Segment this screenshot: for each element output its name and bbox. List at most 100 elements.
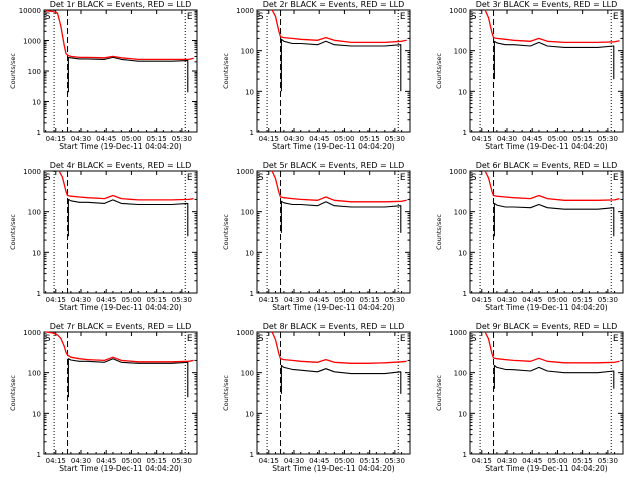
y-axis-label: Counts/sec	[9, 375, 17, 411]
end-marker: E	[187, 12, 193, 22]
y-tick-label: 100	[241, 209, 254, 217]
y-tick-label: 1	[37, 451, 41, 459]
y-axis-label: Counts/sec	[9, 214, 17, 250]
x-tick-label: 04:45	[309, 457, 329, 465]
events-series-line	[67, 198, 189, 237]
x-tick-label: 05:15	[147, 296, 167, 304]
y-tick-label: 1000	[23, 168, 41, 176]
y-tick-label: 10	[245, 249, 254, 257]
x-tick-label: 04:15	[259, 135, 279, 143]
start-marker: S	[258, 334, 264, 344]
x-tick-label: 04:15	[46, 457, 66, 465]
y-tick-label: 1	[463, 129, 467, 137]
y-tick-label: 10000	[19, 7, 41, 15]
x-tick-label: 05:00	[547, 296, 567, 304]
panel-title: Det 9r BLACK = Events, RED = LLD	[476, 322, 618, 331]
plot-frame	[469, 331, 624, 455]
x-axis-label: Start Time (19-Dec-11 04:04:20)	[59, 464, 181, 473]
x-tick-label: 05:00	[121, 135, 141, 143]
y-axis-label: Counts/sec	[435, 375, 443, 411]
x-tick-label: 05:30	[598, 457, 618, 465]
y-tick-label: 1000	[23, 329, 41, 337]
x-tick-label: 05:15	[147, 135, 167, 143]
y-tick-label: 100	[28, 68, 41, 76]
x-axis-label: Start Time (19-Dec-11 04:04:20)	[59, 142, 181, 151]
end-marker: E	[187, 334, 193, 344]
x-tick-label: 05:30	[385, 457, 405, 465]
panel-title: Det 5r BLACK = Events, RED = LLD	[263, 161, 405, 170]
y-tick-label: 100	[28, 209, 41, 217]
y-tick-label: 100	[241, 370, 254, 378]
y-tick-label: 100	[454, 209, 467, 217]
y-axis-label: Counts/sec	[435, 214, 443, 250]
x-tick-label: 04:45	[522, 296, 542, 304]
start-marker: S	[258, 12, 264, 22]
panel-det-7: Det 7r BLACK = Events, RED = LLD 1 10 100 10…	[9, 322, 198, 473]
y-axis-label: Counts/sec	[9, 53, 17, 89]
events-series-line	[67, 358, 189, 398]
x-tick-label: 05:30	[598, 135, 618, 143]
panel-det-9: Det 9r BLACK = Events, RED = LLD 1 10 100 10…	[435, 322, 624, 473]
x-axis-label: Start Time (19-Dec-11 04:04:20)	[485, 303, 607, 312]
x-axis-label: Start Time (19-Dec-11 04:04:20)	[272, 303, 394, 312]
panel-det-3: Det 3r BLACK = Events, RED = LLD 1 10 100 10…	[435, 0, 624, 151]
panel-det-8: Det 8r BLACK = Events, RED = LLD 1 10 100 10…	[222, 322, 411, 473]
x-tick-label: 04:45	[309, 296, 329, 304]
events-series-line	[493, 364, 615, 389]
x-tick-label: 04:30	[71, 457, 91, 465]
y-tick-label: 10	[245, 88, 254, 96]
x-tick-label: 04:15	[472, 457, 492, 465]
x-tick-label: 04:30	[284, 296, 304, 304]
x-tick-label: 04:30	[497, 135, 517, 143]
x-tick-label: 05:00	[334, 135, 354, 143]
panel-title: Det 3r BLACK = Events, RED = LLD	[476, 0, 618, 9]
x-tick-label: 05:00	[547, 135, 567, 143]
x-tick-label: 05:30	[172, 135, 192, 143]
x-axis-label: Start Time (19-Dec-11 04:04:20)	[272, 464, 394, 473]
x-tick-label: 04:15	[472, 135, 492, 143]
x-tick-label: 05:15	[360, 457, 380, 465]
y-tick-label: 10	[32, 99, 41, 107]
x-tick-label: 05:00	[121, 457, 141, 465]
x-tick-label: 04:15	[259, 457, 279, 465]
events-series-line	[280, 364, 402, 394]
y-tick-label: 1	[37, 290, 41, 298]
events-series-line	[67, 56, 189, 93]
y-axis-label: Counts/sec	[222, 375, 230, 411]
events-series-line	[280, 200, 402, 233]
panel-title: Det 1r BLACK = Events, RED = LLD	[50, 0, 192, 9]
end-marker: E	[400, 12, 406, 22]
y-tick-label: 1000	[449, 168, 467, 176]
lld-series-line	[58, 170, 194, 201]
x-tick-label: 04:15	[472, 296, 492, 304]
x-tick-label: 04:30	[284, 135, 304, 143]
plot-frame	[469, 9, 624, 133]
lld-series-line	[45, 331, 194, 363]
x-tick-label: 05:00	[334, 457, 354, 465]
x-tick-label: 05:30	[172, 457, 192, 465]
x-tick-label: 04:15	[46, 296, 66, 304]
start-marker: S	[471, 334, 477, 344]
x-tick-label: 05:15	[573, 296, 593, 304]
plot-frame	[256, 9, 411, 133]
start-marker: S	[258, 173, 264, 183]
y-tick-label: 1	[250, 129, 254, 137]
y-tick-label: 1	[250, 290, 254, 298]
x-axis-label: Start Time (19-Dec-11 04:04:20)	[272, 142, 394, 151]
y-tick-label: 1000	[236, 329, 254, 337]
start-marker: S	[45, 12, 51, 22]
y-axis-label: Counts/sec	[222, 53, 230, 89]
plot-frame	[43, 9, 198, 133]
x-tick-label: 05:00	[334, 296, 354, 304]
lld-series-line	[45, 10, 194, 61]
x-tick-label: 04:30	[497, 296, 517, 304]
x-tick-label: 04:15	[259, 296, 279, 304]
y-tick-label: 100	[454, 370, 467, 378]
y-tick-label: 1000	[449, 329, 467, 337]
y-axis-label: Counts/sec	[435, 53, 443, 89]
plot-frame	[256, 170, 411, 294]
events-series-line	[493, 40, 615, 80]
x-axis-label: Start Time (19-Dec-11 04:04:20)	[485, 142, 607, 151]
panel-title: Det 8r BLACK = Events, RED = LLD	[263, 322, 405, 331]
